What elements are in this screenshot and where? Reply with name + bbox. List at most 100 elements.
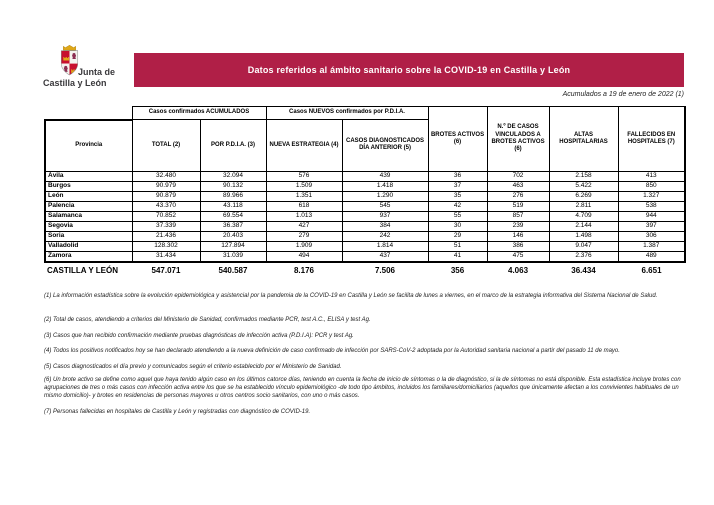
cell-by-pdia: 43.118 <box>199 200 267 212</box>
cell-deaths: 1.387 <box>617 240 687 252</box>
cell-total: 70.852 <box>131 210 201 222</box>
cell-deaths: 489 <box>617 250 687 263</box>
total-row-label: CASTILLA Y LEÓN <box>47 266 118 275</box>
accumulated-date-note: Acumulados a 19 de enero de 2022 (1) <box>562 91 684 98</box>
cell-discharges: 2.811 <box>548 200 619 212</box>
cell-by-pdia: 32.094 <box>199 170 267 182</box>
footnote-2: (2) Total de casos, atendiendo a criteri… <box>44 316 371 323</box>
cell-diagnosed-prev-day: 439 <box>341 170 429 182</box>
col-header-province: Provincia <box>44 118 133 172</box>
province-name: Palencia <box>44 200 133 212</box>
province-name: León <box>44 190 133 202</box>
cell-outbreak-cases: 386 <box>486 240 550 252</box>
cell-diagnosed-prev-day: 545 <box>341 200 429 212</box>
cell-discharges: 2.144 <box>548 220 619 232</box>
cell-total: 90.979 <box>131 180 201 192</box>
footnote-6: (6) Un brote activo se define como aquel… <box>44 376 681 399</box>
table-row-valladolid: Valladolid 128.302 127.894 1.909 1.814 5… <box>44 240 687 252</box>
col-header-active-outbreaks: BROTES ACTIVOS (6) <box>427 106 488 172</box>
cell-active-outbreaks: 55 <box>427 210 488 222</box>
footnote-1: (1) La información estadística sobre la … <box>44 293 658 299</box>
cell-new-strategy: 427 <box>265 220 343 232</box>
title-banner: Datos referidos al ámbito sanitario sobr… <box>134 53 684 87</box>
province-name: Soria <box>44 230 133 242</box>
cell-outbreak-cases: 475 <box>486 250 550 263</box>
col-header-hospital-deaths: FALLECIDOS EN HOSPITALES (7) <box>617 106 687 172</box>
province-name: Segovia <box>44 220 133 232</box>
cell-by-pdia: 69.554 <box>199 210 267 222</box>
cell-by-pdia: 89.966 <box>199 190 267 202</box>
quartered-shield <box>61 50 78 75</box>
table-row-segovia: Segovia 37.339 36.387 427 384 30 239 2.1… <box>44 220 687 232</box>
table-row-soria: Soria 21.436 20.403 279 242 29 146 1.498… <box>44 230 687 242</box>
cell-active-outbreaks: 356 <box>450 266 465 275</box>
cell-discharges: 2.376 <box>548 250 619 263</box>
cell-diagnosed-prev-day: 7.506 <box>374 266 396 275</box>
table-row-palencia: Palencia 43.370 43.118 618 545 42 519 2.… <box>44 200 687 212</box>
cell-discharges: 1.498 <box>548 230 619 242</box>
cell-active-outbreaks: 41 <box>427 250 488 263</box>
cell-diagnosed-prev-day: 937 <box>341 210 429 222</box>
cell-diagnosed-prev-day: 242 <box>341 230 429 242</box>
cell-diagnosed-prev-day: 1.290 <box>341 190 429 202</box>
cell-by-pdia: 540.587 <box>218 266 248 275</box>
cell-deaths: 944 <box>617 210 687 222</box>
table-row-salamanca: Salamanca 70.852 69.554 1.013 937 55 857… <box>44 210 687 222</box>
cell-total: 43.370 <box>131 200 201 212</box>
table-row-burgos: Burgos 90.979 90.132 1.509 1.418 37 463 … <box>44 180 687 192</box>
cell-discharges: 9.047 <box>548 240 619 252</box>
col-header-diagnosed-prev-day: CASOS DIAGNOSTICADOS DÍA ANTERIOR (5) <box>341 119 429 172</box>
cell-total: 37.339 <box>131 220 201 232</box>
cell-discharges: 5.422 <box>548 180 619 192</box>
group-header-row: Casos confirmados ACUMULADOS Casos NUEVO… <box>45 106 687 172</box>
cell-by-pdia: 31.039 <box>199 250 267 263</box>
logo-text-line2: Castilla y León <box>43 78 107 88</box>
cell-active-outbreaks: 29 <box>427 230 488 242</box>
table-total-row: CASTILLA Y LEÓN 547.071 540.587 8.176 7.… <box>45 262 685 280</box>
junta-shield-icon <box>60 45 79 76</box>
cell-new-strategy: 1.509 <box>265 180 343 192</box>
cell-discharges: 36.434 <box>571 266 596 275</box>
cell-by-pdia: 20.403 <box>199 230 267 242</box>
cell-total: 21.436 <box>131 230 201 242</box>
cell-total: 32.480 <box>131 170 201 182</box>
cell-total: 31.434 <box>131 250 201 263</box>
cell-new-strategy: 1.909 <box>265 240 343 252</box>
col-header-new-strategy: NUEVA ESTRATEGIA (4) <box>265 119 343 172</box>
cell-discharges: 6.269 <box>548 190 619 202</box>
footnote-5: (5) Casos diagnosticados el día previo y… <box>44 364 342 371</box>
cell-total: 128.302 <box>131 240 201 252</box>
cell-discharges: 4.709 <box>548 210 619 222</box>
cell-diagnosed-prev-day: 437 <box>341 250 429 263</box>
cell-active-outbreaks: 36 <box>427 170 488 182</box>
col-header-outbreak-cases: N.º DE CASOS VINCULADOS A BROTES ACTIVOS… <box>486 106 550 172</box>
cell-discharges: 2.158 <box>548 170 619 182</box>
group-header-accumulated: Casos confirmados ACUMULADOS <box>131 106 267 120</box>
footnotes: (1) La información estadística sobre la … <box>44 293 686 425</box>
cell-outbreak-cases: 239 <box>486 220 550 232</box>
province-name: Ávila <box>44 170 133 182</box>
cell-by-pdia: 36.387 <box>199 220 267 232</box>
covid-data-table: Casos confirmados ACUMULADOS Casos NUEVO… <box>44 106 687 280</box>
cell-active-outbreaks: 51 <box>427 240 488 252</box>
crown-icon <box>63 45 76 51</box>
footnote-4: (4) Todos los positivos notificados hoy … <box>44 348 620 355</box>
cell-new-strategy: 279 <box>265 230 343 242</box>
cell-deaths: 306 <box>617 230 687 242</box>
cell-deaths: 850 <box>617 180 687 192</box>
province-name: Salamanca <box>44 210 133 222</box>
sub-header-row: Provincia TOTAL (2) POR P.D.I.A. (3) NUE… <box>44 118 685 172</box>
cell-new-strategy: 494 <box>265 250 343 263</box>
cell-outbreak-cases: 519 <box>486 200 550 212</box>
province-name: Zamora <box>44 250 133 263</box>
cell-by-pdia: 127.894 <box>199 240 267 252</box>
cell-new-strategy: 1.351 <box>265 190 343 202</box>
table-row-avila: Ávila 32.480 32.094 576 439 36 702 2.158… <box>44 170 687 182</box>
page-title: Datos referidos al ámbito sanitario sobr… <box>247 65 571 75</box>
cell-deaths: 6.651 <box>641 266 662 275</box>
cell-active-outbreaks: 37 <box>427 180 488 192</box>
cell-new-strategy: 1.013 <box>265 210 343 222</box>
cell-outbreak-cases: 276 <box>486 190 550 202</box>
footnote-3: (3) Casos que han recibido confirmación … <box>44 332 354 339</box>
footnote-7: (7) Personas fallecidas en hospitales de… <box>44 409 311 416</box>
